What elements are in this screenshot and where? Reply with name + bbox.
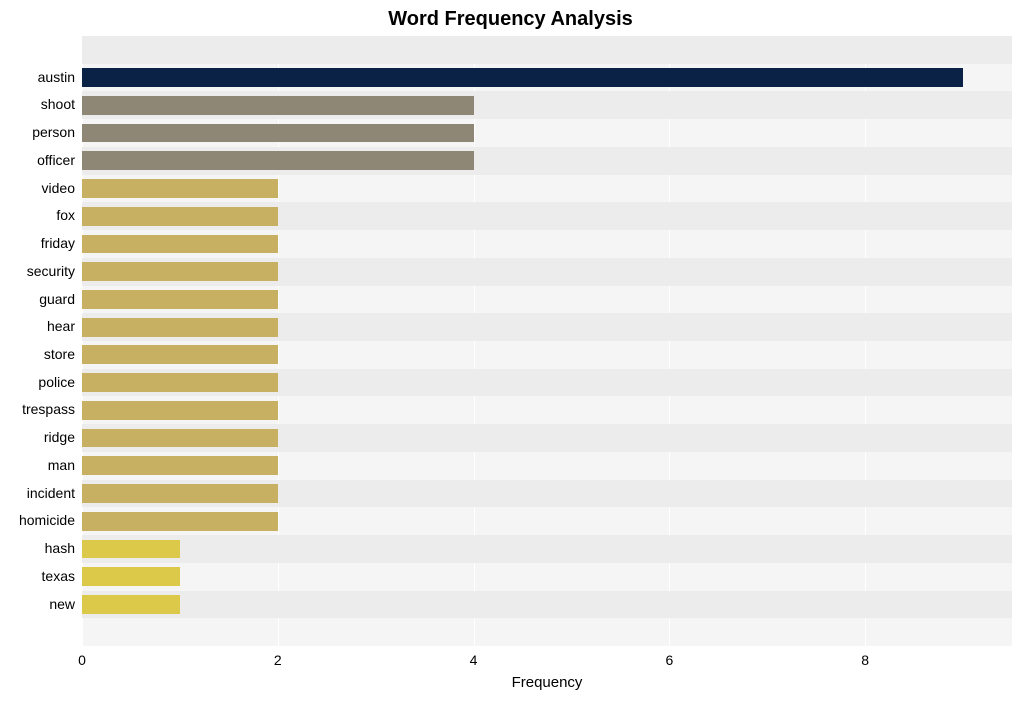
bar: [82, 429, 278, 448]
plot-row: [82, 396, 1012, 424]
y-tick-label: shoot: [1, 91, 75, 119]
x-tick-label: 2: [274, 652, 282, 668]
y-tick-label: fox: [1, 202, 75, 230]
x-tick-label: 4: [470, 652, 478, 668]
plot-row: [82, 452, 1012, 480]
y-tick-label: security: [1, 258, 75, 286]
y-tick-label: hear: [1, 313, 75, 341]
plot-row: [82, 591, 1012, 619]
y-tick-label: incident: [1, 480, 75, 508]
bar: [82, 345, 278, 364]
row-stripe: [82, 563, 1012, 591]
bar: [82, 512, 278, 531]
y-tick-label: hash: [1, 535, 75, 563]
y-tick-label: friday: [1, 230, 75, 258]
bar: [82, 484, 278, 503]
row-stripe: [82, 618, 1012, 646]
plot-row: [82, 64, 1012, 92]
x-axis-ticks: 02468: [82, 648, 1012, 668]
bar: [82, 318, 278, 337]
plot-row: [82, 119, 1012, 147]
y-tick-label: store: [1, 341, 75, 369]
bar: [82, 373, 278, 392]
y-tick-label: new: [1, 591, 75, 619]
row-stripe: [82, 36, 1012, 64]
plot-area: [82, 36, 1012, 646]
y-tick-label: police: [1, 369, 75, 397]
x-tick-label: 8: [861, 652, 869, 668]
plot-row: [82, 563, 1012, 591]
plot-row: [82, 369, 1012, 397]
plot-row: [82, 341, 1012, 369]
y-tick-label: officer: [1, 147, 75, 175]
bar: [82, 456, 278, 475]
plot-row: [82, 618, 1012, 646]
plot-row: [82, 313, 1012, 341]
plot-row: [82, 175, 1012, 203]
x-tick-label: 0: [78, 652, 86, 668]
y-tick-label: ridge: [1, 424, 75, 452]
plot-row: [82, 507, 1012, 535]
bar: [82, 96, 474, 115]
y-tick-label: austin: [1, 64, 75, 92]
bar: [82, 235, 278, 254]
plot-row: [82, 36, 1012, 64]
y-tick-label: guard: [1, 286, 75, 314]
bar: [82, 151, 474, 170]
row-stripe: [82, 535, 1012, 563]
y-tick-label: video: [1, 175, 75, 203]
bar: [82, 290, 278, 309]
plot-row: [82, 480, 1012, 508]
bar: [82, 262, 278, 281]
plot-row: [82, 202, 1012, 230]
bar: [82, 124, 474, 143]
x-axis-label: Frequency: [82, 674, 1012, 691]
word-frequency-chart: Word Frequency Analysis austinshootperso…: [0, 0, 1021, 701]
y-tick-label: man: [1, 452, 75, 480]
bar: [82, 595, 180, 614]
bar: [82, 179, 278, 198]
chart-title: Word Frequency Analysis: [0, 8, 1021, 31]
bar: [82, 540, 180, 559]
y-tick-label: texas: [1, 563, 75, 591]
bar: [82, 68, 963, 87]
plot-row: [82, 91, 1012, 119]
plot-row: [82, 424, 1012, 452]
bar: [82, 401, 278, 420]
plot-row: [82, 258, 1012, 286]
y-tick-label: person: [1, 119, 75, 147]
plot-row: [82, 535, 1012, 563]
plot-row: [82, 147, 1012, 175]
y-tick-label: trespass: [1, 396, 75, 424]
plot-row: [82, 286, 1012, 314]
x-tick-label: 6: [665, 652, 673, 668]
row-stripe: [82, 591, 1012, 619]
y-tick-label: homicide: [1, 507, 75, 535]
plot-row: [82, 230, 1012, 258]
bar: [82, 207, 278, 226]
bar: [82, 567, 180, 586]
